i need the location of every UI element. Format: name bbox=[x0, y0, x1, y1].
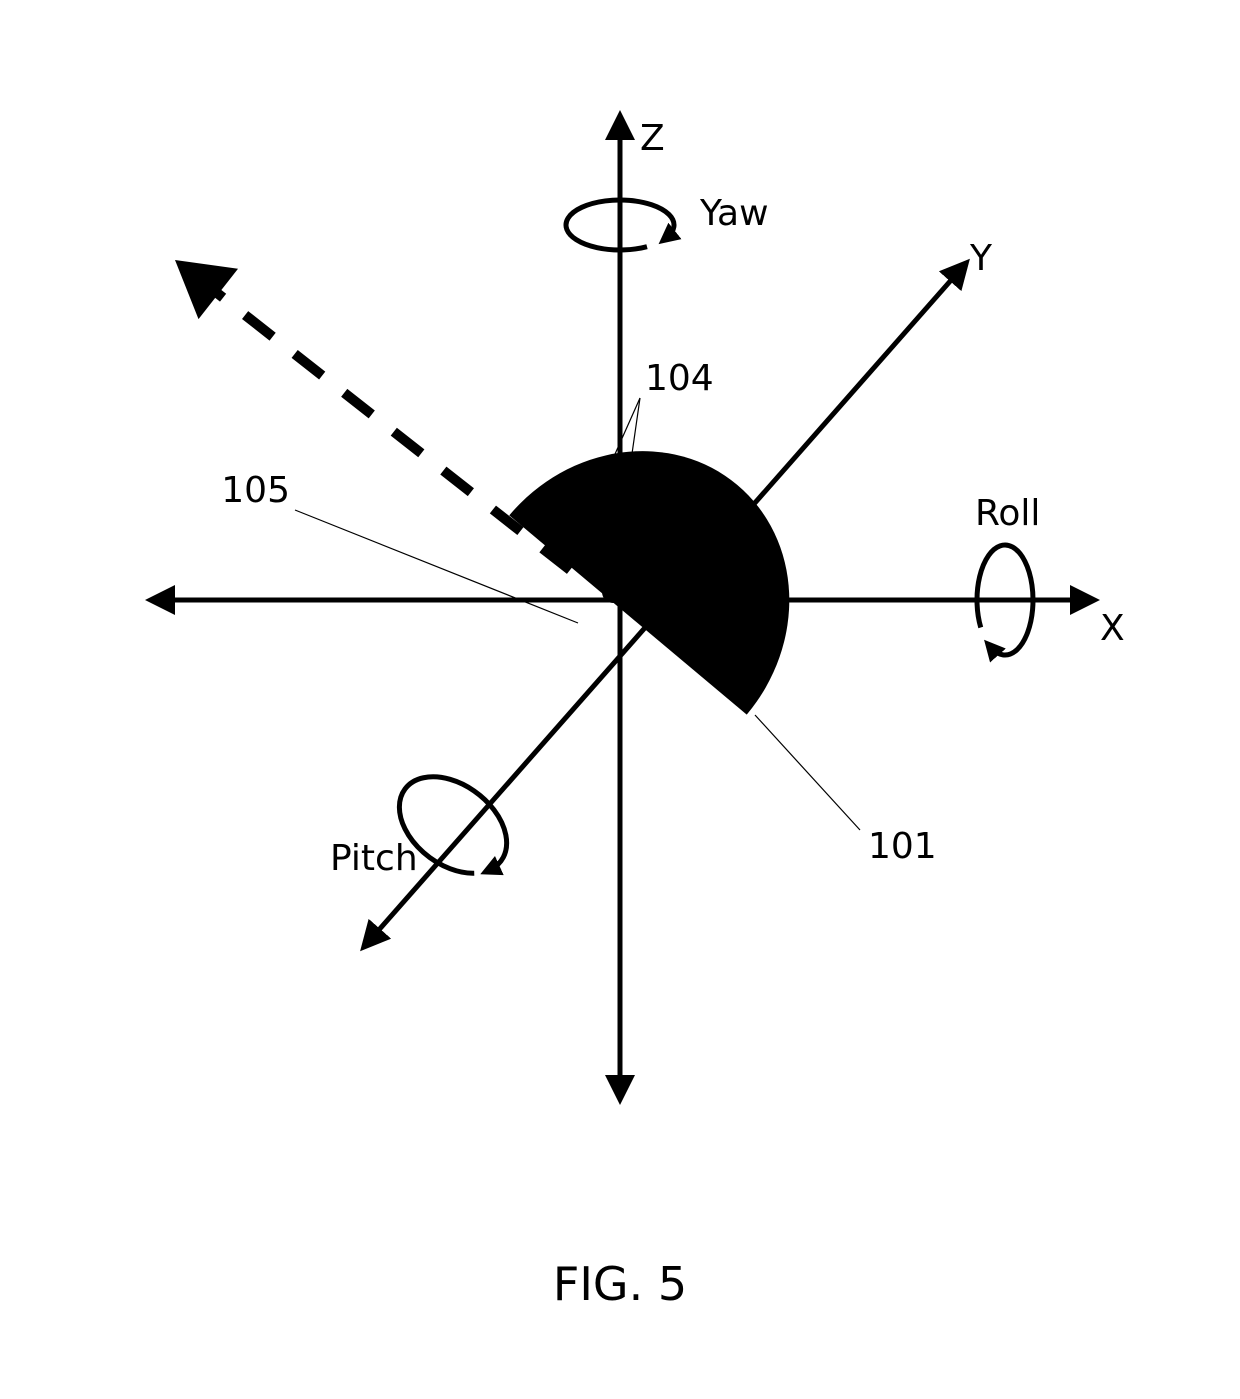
axis-x-label: X bbox=[1100, 608, 1125, 649]
figure-caption: FIG. 5 bbox=[553, 1257, 687, 1311]
yaw-label: Yaw bbox=[699, 193, 769, 234]
axes bbox=[160, 125, 1085, 1090]
callout-105: 105 bbox=[221, 470, 290, 511]
roll-label: Roll bbox=[975, 493, 1040, 534]
pitch-label: Pitch bbox=[330, 838, 418, 879]
axis-z-label: Z bbox=[640, 118, 665, 159]
callout-101: 101 bbox=[868, 826, 937, 867]
figure-diagram: Z X Y Yaw Roll Pitch 104 105 101 FIG. 5 bbox=[0, 0, 1240, 1399]
axis-y-label: Y bbox=[969, 238, 993, 279]
callout-104: 104 bbox=[645, 358, 714, 399]
disc-shape bbox=[509, 451, 789, 715]
dashed-vector bbox=[175, 260, 570, 570]
